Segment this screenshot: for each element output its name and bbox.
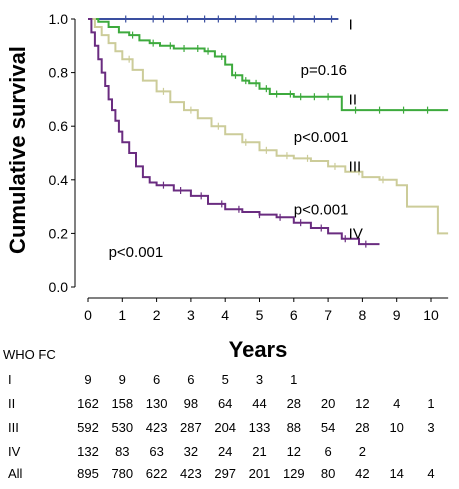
risk-cell: 423 (146, 420, 168, 435)
risk-cell: 297 (214, 466, 236, 481)
y-tick-label: 0.6 (49, 118, 69, 134)
x-tick-label: 2 (153, 307, 161, 323)
risk-cell: 780 (111, 466, 133, 481)
risk-cell: 24 (218, 444, 232, 459)
series-line-III (88, 18, 449, 235)
risk-cell: 6 (187, 372, 194, 387)
p-value-annotation: p<0.001 (109, 244, 164, 261)
risk-cell: 83 (115, 444, 129, 459)
risk-cell: 162 (77, 396, 99, 411)
risk-cell: 201 (249, 466, 271, 481)
risk-cell: 9 (119, 372, 126, 387)
risk-cell: 592 (77, 420, 99, 435)
x-tick-label: 3 (187, 307, 195, 323)
risk-cell: 204 (214, 420, 236, 435)
risk-cell: 287 (180, 420, 202, 435)
risk-cell: 10 (389, 420, 403, 435)
x-tick-label: 7 (324, 307, 332, 323)
risk-cell: 63 (149, 444, 163, 459)
risk-cell: 54 (321, 420, 335, 435)
group-label-IV: IV (349, 225, 363, 242)
group-label-I: I (349, 16, 353, 33)
risk-cell: 28 (287, 396, 301, 411)
x-tick-label: 1 (118, 307, 126, 323)
y-tick-label: 0.2 (49, 225, 69, 241)
x-tick-label: 10 (423, 307, 439, 323)
risk-table-title: WHO FC (3, 347, 56, 362)
p-value-annotation: p<0.001 (294, 201, 349, 218)
series-layer (88, 15, 449, 248)
risk-cell: 28 (355, 420, 369, 435)
risk-row-label: All (8, 466, 23, 481)
risk-cell: 158 (111, 396, 133, 411)
risk-cell: 3 (256, 372, 263, 387)
p-value-annotation: p<0.001 (294, 129, 349, 146)
risk-cell: 12 (287, 444, 301, 459)
risk-cell: 20 (321, 396, 335, 411)
risk-cell: 12 (355, 396, 369, 411)
risk-cell: 32 (184, 444, 198, 459)
risk-cell: 80 (321, 466, 335, 481)
risk-cell: 98 (184, 396, 198, 411)
risk-cell: 129 (283, 466, 305, 481)
risk-cell: 1 (427, 396, 434, 411)
risk-cell: 895 (77, 466, 99, 481)
risk-row-label: IV (8, 444, 21, 459)
group-label-III: III (349, 158, 362, 175)
risk-cell: 4 (427, 466, 434, 481)
risk-cell: 6 (153, 372, 160, 387)
risk-cell: 9 (84, 372, 91, 387)
risk-cell: 4 (393, 396, 400, 411)
y-tick-label: 0.4 (49, 172, 69, 188)
axes: 0.0 0.2 0.4 0.6 0.8 1.0 0 1 2 3 4 5 6 7 8 9 10 (49, 11, 449, 323)
risk-cell: 6 (324, 444, 331, 459)
risk-cell: 130 (146, 396, 168, 411)
p-value-annotation: p=0.16 (301, 62, 347, 79)
risk-cell: 5 (222, 372, 229, 387)
risk-cell: 622 (146, 466, 168, 481)
x-tick-label: 0 (84, 307, 92, 323)
group-label-II: II (349, 91, 357, 108)
risk-cell: 44 (252, 396, 266, 411)
x-tick-label: 6 (290, 307, 298, 323)
risk-cell: 2 (359, 444, 366, 459)
risk-cell: 133 (249, 420, 271, 435)
y-axis-label: Cumulative survival (5, 46, 30, 254)
risk-cell: 88 (287, 420, 301, 435)
risk-cell: 14 (389, 466, 403, 481)
risk-row-label: I (8, 372, 12, 387)
risk-cell: 423 (180, 466, 202, 481)
risk-cell: 132 (77, 444, 99, 459)
y-tick-label: 1.0 (49, 11, 69, 27)
risk-cell: 21 (252, 444, 266, 459)
risk-cell: 3 (427, 420, 434, 435)
y-tick-label: 0.8 (49, 65, 69, 81)
x-tick-label: 5 (256, 307, 264, 323)
y-tick-label: 0.0 (49, 279, 69, 295)
x-tick-label: 9 (393, 307, 401, 323)
risk-cell: 1 (290, 372, 297, 387)
x-tick-label: 8 (359, 307, 367, 323)
series-line-IV (88, 18, 380, 246)
x-axis-label: Years (229, 337, 288, 362)
series-line-II (88, 18, 449, 112)
risk-cell: 42 (355, 466, 369, 481)
x-tick-label: 4 (221, 307, 229, 323)
risk-row-label: II (8, 396, 15, 411)
risk-table: WHO FC I 9 9 6 6 5 3 1II 162 158 130 98 64 44 28 20 12 4 1… (3, 347, 435, 481)
risk-cell: 64 (218, 396, 232, 411)
risk-cell: 530 (111, 420, 133, 435)
risk-row-label: III (8, 420, 19, 435)
